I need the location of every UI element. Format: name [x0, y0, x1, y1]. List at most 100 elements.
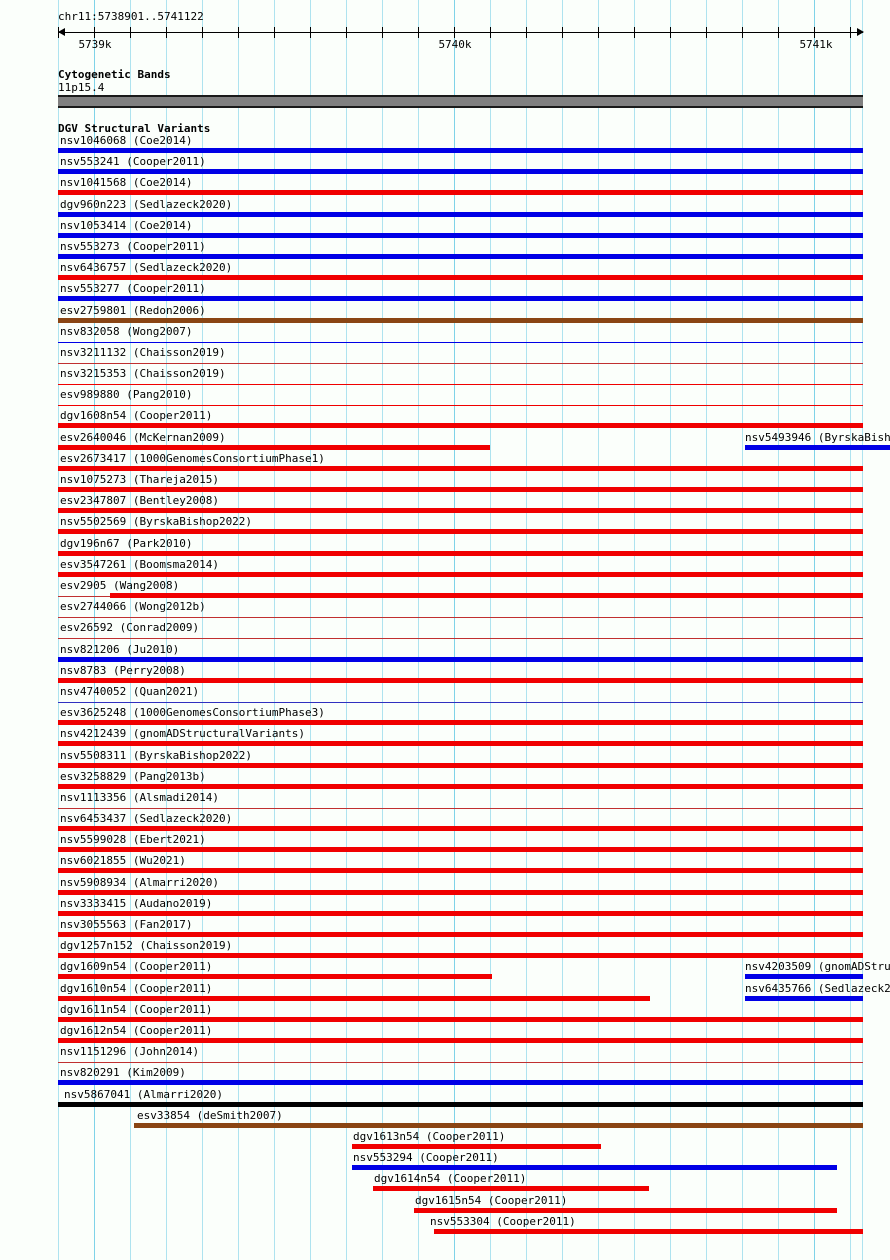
variant-bar[interactable] — [58, 595, 113, 597]
variant-bar[interactable] — [58, 720, 863, 726]
variant-bar[interactable] — [58, 341, 863, 343]
variant-row[interactable]: dgv1614n54 (Cooper2011) — [0, 1172, 890, 1193]
variant-bar[interactable] — [58, 487, 863, 493]
variant-bar[interactable] — [58, 953, 863, 959]
variant-row[interactable]: nsv553294 (Cooper2011) — [0, 1151, 890, 1172]
variant-bar[interactable] — [58, 847, 863, 853]
variant-row[interactable]: nsv6021855 (Wu2021) — [0, 854, 890, 875]
variant-bar[interactable] — [58, 317, 863, 323]
variant-row[interactable]: esv2759801 (Redon2006) — [0, 304, 890, 325]
variant-row[interactable]: dgv1615n54 (Cooper2011) — [0, 1194, 890, 1215]
variant-bar[interactable] — [58, 296, 863, 302]
variant-row[interactable]: nsv553241 (Cooper2011) — [0, 155, 890, 176]
variant-bar[interactable] — [58, 826, 863, 832]
variant-bar[interactable] — [745, 995, 863, 1001]
variant-row[interactable]: nsv820291 (Kim2009) — [0, 1066, 890, 1087]
variant-row[interactable]: nsv5599028 (Ebert2021) — [0, 833, 890, 854]
variant-bar[interactable] — [434, 1228, 863, 1234]
variant-row[interactable]: esv2905 (Wang2008) — [0, 579, 890, 600]
variant-row[interactable]: esv26592 (Conrad2009) — [0, 621, 890, 642]
variant-row[interactable]: esv33854 (deSmith2007) — [0, 1109, 890, 1130]
variant-row[interactable]: nsv3055563 (Fan2017) — [0, 918, 890, 939]
variant-row[interactable]: nsv553273 (Cooper2011) — [0, 240, 890, 261]
variant-row[interactable]: esv3547261 (Boomsma2014) — [0, 558, 890, 579]
variant-row[interactable]: dgv196n67 (Park2010) — [0, 537, 890, 558]
variant-bar[interactable] — [58, 868, 863, 874]
variant-bar[interactable] — [58, 253, 863, 259]
variant-row[interactable]: nsv1075273 (Thareja2015) — [0, 473, 890, 494]
variant-bar[interactable] — [745, 444, 890, 450]
variant-bar[interactable] — [58, 465, 863, 471]
variant-row[interactable]: esv2347807 (Bentley2008) — [0, 494, 890, 515]
variant-row[interactable]: nsv553277 (Cooper2011) — [0, 282, 890, 303]
variant-row[interactable]: nsv5508311 (ByrskaBishop2022) — [0, 749, 890, 770]
variant-bar[interactable] — [58, 423, 863, 429]
variant-bar[interactable] — [58, 275, 863, 281]
variant-row[interactable]: nsv5502569 (ByrskaBishop2022) — [0, 515, 890, 536]
variant-bar[interactable] — [58, 384, 863, 386]
variant-bar[interactable] — [58, 889, 863, 895]
variant-bar[interactable] — [58, 762, 863, 768]
variant-row[interactable]: nsv6436757 (Sedlazeck2020) — [0, 261, 890, 282]
variant-row[interactable]: nsv6453437 (Sedlazeck2020) — [0, 812, 890, 833]
variant-bar[interactable] — [110, 592, 863, 598]
variant-bar[interactable] — [58, 1080, 863, 1086]
variant-bar[interactable] — [352, 1165, 837, 1171]
variant-row[interactable]: nsv821206 (Ju2010) — [0, 643, 890, 664]
variant-row[interactable]: dgv1611n54 (Cooper2011) — [0, 1003, 890, 1024]
variant-row[interactable]: nsv832058 (Wong2007) — [0, 325, 890, 346]
variant-row[interactable]: esv989880 (Pang2010) — [0, 388, 890, 409]
variant-bar[interactable] — [414, 1207, 837, 1213]
variant-bar[interactable] — [58, 1101, 863, 1107]
variant-bar[interactable] — [134, 1122, 863, 1128]
variant-bar[interactable] — [58, 571, 863, 577]
variant-row[interactable]: nsv1151296 (John2014) — [0, 1045, 890, 1066]
variant-row[interactable]: esv2640046 (McKernan2009) nsv5493946 (Byr… — [0, 431, 890, 452]
variant-bar[interactable] — [58, 1062, 863, 1064]
variant-bar[interactable] — [58, 807, 863, 809]
variant-bar[interactable] — [58, 148, 863, 153]
variant-bar[interactable] — [58, 932, 863, 938]
variant-row[interactable]: esv3258829 (Pang2013b) — [0, 770, 890, 791]
variant-row[interactable]: dgv1608n54 (Cooper2011) — [0, 409, 890, 430]
variant-bar[interactable] — [373, 1186, 649, 1192]
variant-row[interactable]: dgv1613n54 (Cooper2011) — [0, 1130, 890, 1151]
variant-bar[interactable] — [58, 741, 863, 747]
cytogenetic-band-bar[interactable] — [58, 95, 863, 108]
variant-row[interactable]: dgv1610n54 (Cooper2011) nsv6435766 (Sedla… — [0, 982, 890, 1003]
variant-bar[interactable] — [58, 508, 863, 514]
variant-bar[interactable] — [58, 910, 863, 916]
variant-row[interactable]: nsv5867041 (Almarri2020) — [0, 1088, 890, 1109]
variant-row[interactable]: nsv553304 (Cooper2011) — [0, 1215, 890, 1236]
variant-bar[interactable] — [58, 783, 863, 789]
variant-row[interactable]: nsv5908934 (Almarri2020) — [0, 876, 890, 897]
variant-row[interactable]: dgv960n223 (Sedlazeck2020) — [0, 198, 890, 219]
variant-row[interactable]: esv2673417 (1000GenomesConsortiumPhase1) — [0, 452, 890, 473]
variant-bar[interactable] — [58, 444, 490, 450]
variant-bar[interactable] — [58, 362, 863, 364]
variant-bar[interactable] — [58, 232, 863, 238]
variant-row[interactable]: nsv1041568 (Coe2014) — [0, 176, 890, 197]
variant-row[interactable]: nsv3211132 (Chaisson2019) — [0, 346, 890, 367]
variant-row[interactable]: esv2744066 (Wong2012b) — [0, 600, 890, 621]
variant-bar[interactable] — [58, 169, 863, 175]
variant-bar[interactable] — [58, 190, 863, 196]
variant-bar[interactable] — [58, 638, 863, 640]
variant-bar[interactable] — [58, 701, 863, 703]
variant-row[interactable]: nsv4212439 (gnomADStructuralVariants) — [0, 727, 890, 748]
variant-row[interactable]: nsv4740052 (Quan2021) — [0, 685, 890, 706]
variant-row[interactable]: nsv3215353 (Chaisson2019) — [0, 367, 890, 388]
variant-row[interactable]: esv3625248 (1000GenomesConsortiumPhase3) — [0, 706, 890, 727]
variant-bar[interactable] — [58, 550, 863, 556]
variant-row[interactable]: nsv3333415 (Audano2019) — [0, 897, 890, 918]
variant-bar[interactable] — [58, 1037, 863, 1043]
variant-row[interactable]: dgv1609n54 (Cooper2011) nsv4203509 (gnomA… — [0, 960, 890, 981]
variant-bar[interactable] — [58, 405, 863, 407]
variant-bar[interactable] — [58, 656, 863, 662]
variant-bar[interactable] — [58, 974, 492, 980]
variant-row[interactable]: nsv1113356 (Alsmadi2014) — [0, 791, 890, 812]
variant-row[interactable]: dgv1257n152 (Chaisson2019) — [0, 939, 890, 960]
variant-bar[interactable] — [58, 211, 863, 217]
variant-row[interactable]: nsv1046068 (Coe2014) — [0, 134, 890, 155]
variant-bar[interactable] — [352, 1143, 601, 1149]
